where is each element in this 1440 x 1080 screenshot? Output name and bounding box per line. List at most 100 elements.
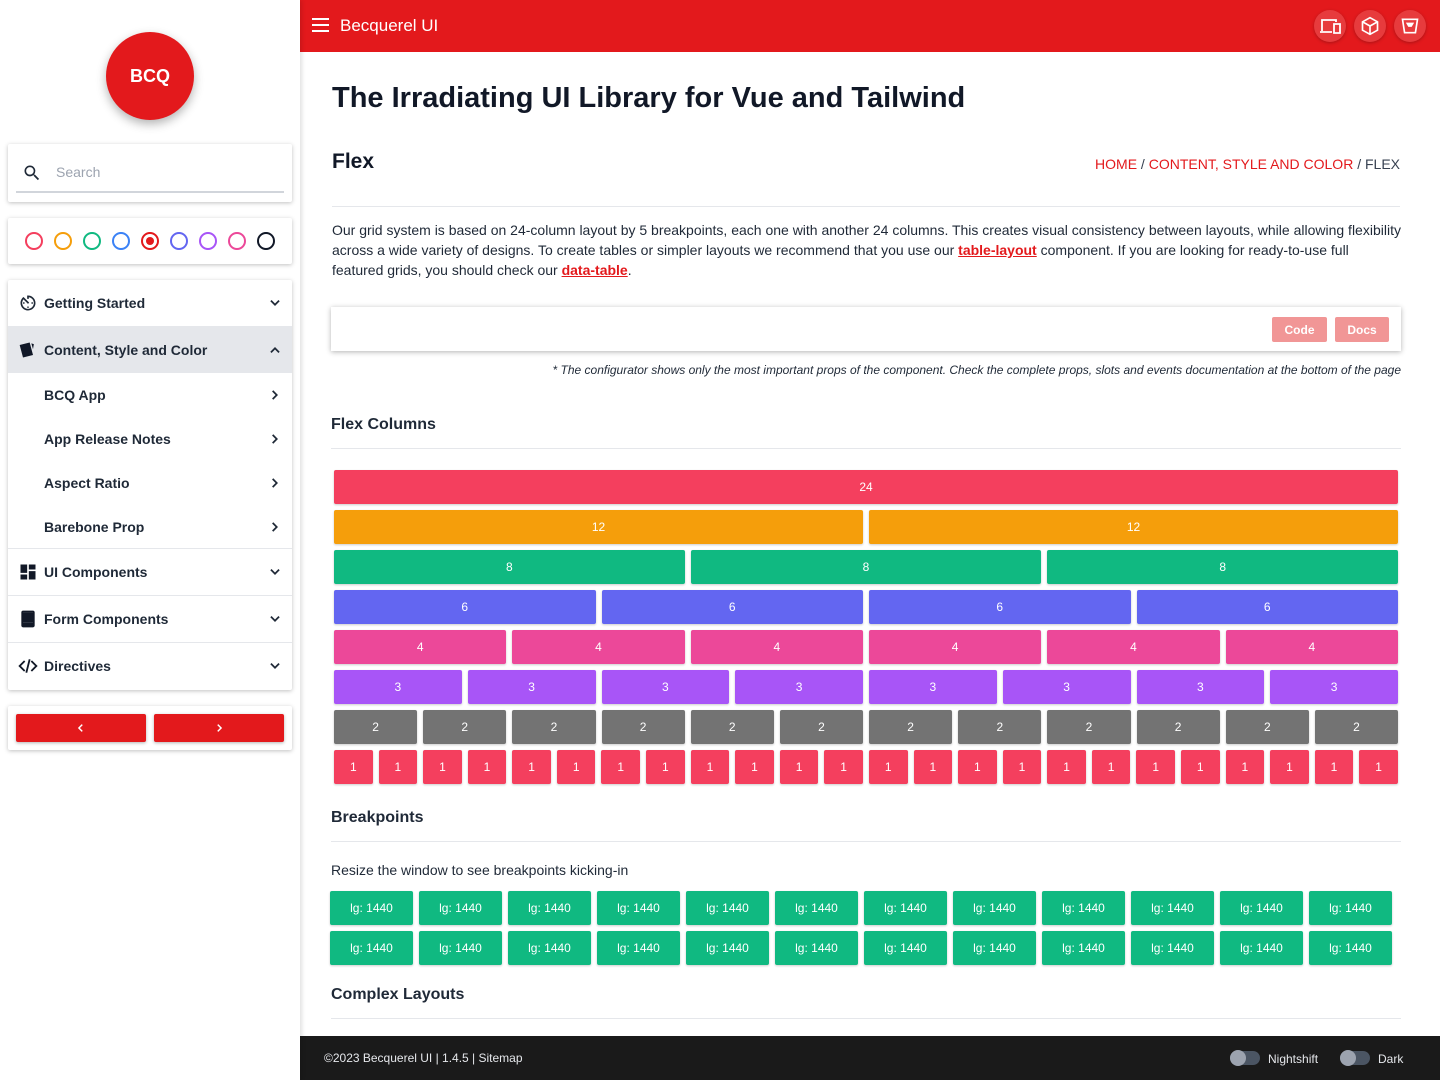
flex-cell: 1 — [1047, 750, 1086, 784]
pager — [8, 706, 292, 750]
flex-cell: 1 — [690, 750, 730, 784]
color-swatch[interactable] — [228, 232, 246, 250]
breakpoint-cell: lg: 1440 — [953, 891, 1036, 925]
sidebar-item-directives[interactable]: Directives — [8, 643, 292, 689]
menu-icon[interactable] — [312, 18, 329, 32]
chevron-right-icon — [272, 478, 278, 488]
chevron-up-icon — [270, 347, 280, 353]
flex-cell: 4 — [868, 630, 1042, 664]
breakpoint-cell: lg: 1440 — [419, 931, 502, 965]
code-button[interactable]: Code — [1272, 317, 1327, 342]
breakpoint-cell: lg: 1440 — [1220, 891, 1303, 925]
flex-cell: 12 — [869, 510, 1398, 544]
sidebar-item-label: Content, Style and Color — [44, 342, 208, 358]
cube-icon — [1361, 16, 1379, 36]
sidebar-subitem[interactable]: App Release Notes — [8, 417, 292, 461]
flex-cell: 3 — [735, 670, 863, 704]
devices-button[interactable] — [1314, 10, 1346, 42]
intro-text: component. If you are looking for ready-… — [332, 242, 1349, 278]
sidebar-subitem[interactable]: Aspect Ratio — [8, 461, 292, 505]
breakpoint-cell: lg: 1440 — [508, 891, 591, 925]
prev-page-button[interactable] — [16, 714, 146, 742]
flex-cell: 6 — [869, 590, 1131, 624]
sidebar-subitem[interactable]: Barebone Prop — [8, 505, 292, 549]
flex-cell: 4 — [512, 630, 685, 664]
flex-cell: 2 — [334, 710, 418, 744]
sidebar-item-content-style-color[interactable]: Content, Style and Color — [8, 327, 292, 373]
sidebar-subitem[interactable]: BCQ App — [8, 373, 292, 417]
breakpoint-cell: lg: 1440 — [953, 931, 1036, 965]
color-swatch[interactable] — [54, 232, 72, 250]
chevron-down-icon — [270, 616, 280, 622]
chevron-down-icon — [270, 300, 280, 306]
logo[interactable]: BCQ — [106, 32, 194, 120]
breakpoint-cell: lg: 1440 — [1042, 891, 1125, 925]
flex-cell: 2 — [1314, 710, 1399, 744]
toggle-knob — [1230, 1050, 1246, 1066]
search-box — [8, 144, 292, 202]
docs-button[interactable]: Docs — [1335, 317, 1389, 342]
color-swatch[interactable] — [25, 232, 43, 250]
sidebar-item-ui-components[interactable]: UI Components — [8, 549, 292, 595]
divider — [332, 206, 1400, 207]
flex-cell: 1 — [334, 750, 373, 784]
search-input[interactable] — [56, 158, 284, 186]
flex-cell: 1 — [423, 750, 462, 784]
sidebar-subitem-label: BCQ App — [44, 387, 106, 403]
flex-cell: 1 — [601, 750, 641, 784]
divider — [331, 841, 1401, 842]
next-page-button[interactable] — [154, 714, 284, 742]
divider — [8, 595, 292, 596]
footer: ©2023 Becquerel UI | 1.4.5 | Sitemap Nig… — [300, 1036, 1440, 1080]
flex-cell: 2 — [1136, 710, 1220, 744]
sidebar-item-label: Directives — [44, 658, 111, 674]
breadcrumb-home[interactable]: HOME — [1095, 156, 1138, 172]
sidebar-item-form-components[interactable]: Form Components — [8, 596, 292, 642]
nightshift-toggle[interactable] — [1230, 1050, 1260, 1066]
section-title: Flex — [332, 150, 375, 173]
sidebar-nav: Getting Started Content, Style and Color… — [8, 280, 292, 690]
app-header: Becquerel UI — [300, 0, 1440, 52]
flex-cell: 24 — [334, 470, 1398, 504]
cards-icon — [19, 342, 34, 358]
selected-dot — [146, 237, 154, 245]
breakpoint-cell: lg: 1440 — [508, 931, 591, 965]
flex-cell: 1 — [913, 750, 953, 784]
color-swatch[interactable] — [257, 232, 275, 250]
flex-cell: 1 — [556, 750, 596, 784]
flex-cell: 3 — [334, 670, 462, 704]
sidebar-item-getting-started[interactable]: Getting Started — [8, 280, 292, 326]
dark-toggle[interactable] — [1340, 1050, 1370, 1066]
bucket-button[interactable] — [1394, 10, 1426, 42]
sidebar-subitem-label: App Release Notes — [44, 431, 171, 447]
breakpoints-title: Breakpoints — [331, 809, 424, 826]
color-swatch[interactable] — [199, 232, 217, 250]
flex-cell: 12 — [334, 510, 863, 544]
chevron-down-icon — [270, 663, 280, 669]
cube-button[interactable] — [1354, 10, 1386, 42]
color-swatch[interactable] — [141, 232, 159, 250]
flex-cell: 2 — [958, 710, 1042, 744]
flex-cell: 1 — [646, 750, 685, 784]
search-icon — [24, 165, 40, 181]
intro-paragraph: Our grid system is based on 24-column la… — [332, 220, 1402, 280]
divider — [8, 548, 292, 549]
data-table-link[interactable]: data-table — [561, 262, 628, 278]
flex-cell: 2 — [779, 710, 864, 744]
flex-cell: 1 — [1002, 750, 1042, 784]
color-swatch[interactable] — [112, 232, 130, 250]
breadcrumb-category[interactable]: CONTENT, STYLE AND COLOR — [1148, 156, 1354, 172]
dark-label: Dark — [1378, 1052, 1404, 1066]
color-swatch[interactable] — [170, 232, 188, 250]
color-swatch[interactable] — [83, 232, 101, 250]
breakpoint-cell: lg: 1440 — [1131, 891, 1214, 925]
flex-cell: 1 — [779, 750, 819, 784]
dashboard-icon — [20, 564, 36, 580]
flex-cell: 1 — [1314, 750, 1354, 784]
table-layout-link[interactable]: table-layout — [958, 242, 1037, 258]
sidebar-subitem-label: Barebone Prop — [44, 519, 145, 535]
flex-cell: 8 — [334, 550, 685, 584]
breadcrumb: HOME / CONTENT, STYLE AND COLOR / FLEX — [1095, 156, 1400, 172]
breadcrumb-separator: / — [1137, 156, 1149, 172]
